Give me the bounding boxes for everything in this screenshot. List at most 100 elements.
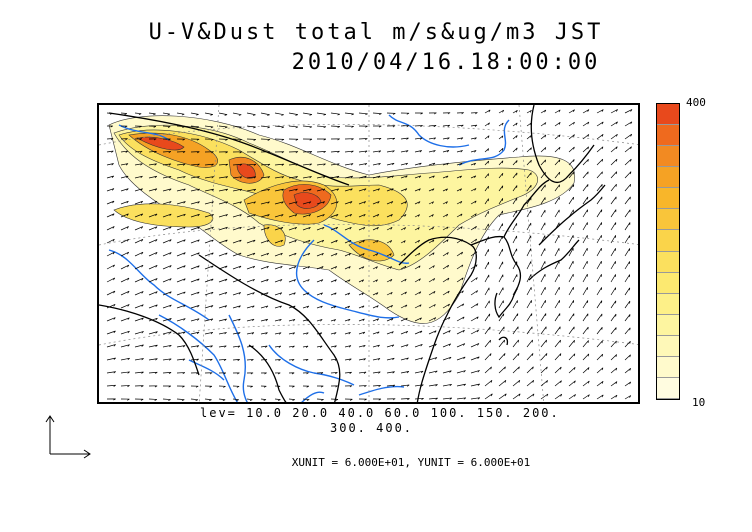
wind-arrow xyxy=(162,125,171,128)
wind-arrow xyxy=(162,291,172,296)
wind-arrow xyxy=(246,385,253,388)
wind-arrow xyxy=(330,292,337,296)
wind-arrow xyxy=(246,239,256,244)
wind-arrow xyxy=(442,277,450,283)
wind-arrow xyxy=(148,213,158,218)
wind-arrow xyxy=(148,331,158,335)
wind-arrow xyxy=(526,274,532,283)
wind-arrow xyxy=(540,300,546,309)
wind-arrow xyxy=(414,317,422,322)
wind-arrow xyxy=(218,332,227,335)
wind-arrow xyxy=(134,175,143,179)
wind-arrow xyxy=(470,316,479,322)
wind-arrow xyxy=(316,175,326,179)
wind-arrow xyxy=(106,251,115,257)
wind-arrow xyxy=(526,287,532,296)
wind-vector-field xyxy=(106,109,633,402)
wind-arrow xyxy=(288,188,298,192)
colorbar-segment xyxy=(657,335,679,357)
wind-arrow xyxy=(190,239,200,244)
wind-arrow xyxy=(330,201,339,205)
wind-arrow xyxy=(190,345,200,348)
wind-arrow xyxy=(330,398,339,401)
colorbar-segment xyxy=(657,104,679,126)
wind-arrow xyxy=(526,393,535,400)
wind-arrow xyxy=(372,125,382,128)
wind-arrow xyxy=(190,252,200,257)
wind-arrow xyxy=(246,138,257,141)
wind-arrow xyxy=(400,227,406,231)
wind-arrow xyxy=(260,112,270,116)
wind-arrow xyxy=(358,239,365,244)
wind-arrow xyxy=(302,332,309,335)
wind-arrow xyxy=(386,291,393,296)
wind-arrow xyxy=(176,188,186,192)
wind-arrow xyxy=(610,235,617,244)
wind-arrow xyxy=(134,331,144,335)
wind-arrow xyxy=(456,356,466,361)
wind-arrow xyxy=(372,240,379,244)
wind-arrow xyxy=(148,188,158,192)
wind-arrow xyxy=(470,343,480,348)
wind-arrow xyxy=(176,239,186,244)
wind-arrow xyxy=(484,274,490,283)
wind-arrow xyxy=(330,163,340,166)
wind-arrow xyxy=(596,158,604,166)
wind-arrow xyxy=(274,292,283,296)
wind-arrow xyxy=(372,358,381,361)
wind-arrow xyxy=(232,292,241,296)
wind-arrow xyxy=(358,214,366,218)
wind-arrow xyxy=(568,196,574,205)
wind-arrow xyxy=(400,214,407,218)
wind-arrow xyxy=(526,184,532,192)
wind-arrow xyxy=(372,344,380,348)
wind-arrow xyxy=(120,264,130,270)
wind-arrow xyxy=(414,397,424,400)
wind-arrow xyxy=(344,163,354,166)
wind-arrow xyxy=(498,160,504,166)
wind-arrow xyxy=(120,357,130,361)
wind-arrow xyxy=(512,300,518,309)
wind-arrow xyxy=(624,121,633,127)
wind-arrow xyxy=(134,226,144,231)
wind-arrow xyxy=(246,278,255,283)
wind-arrow xyxy=(582,326,589,335)
wind-arrow xyxy=(148,344,158,348)
wind-arrow xyxy=(582,121,590,127)
wind-arrow xyxy=(414,384,424,387)
wind-arrow xyxy=(106,277,116,283)
wind-arrow xyxy=(442,188,448,192)
wind-arrow xyxy=(596,209,603,218)
wind-arrow xyxy=(400,201,407,205)
contour-levels-line1: lev= 10.0 20.0 40.0 60.0 100. 150. 200. xyxy=(200,406,560,420)
wind-arrow xyxy=(512,197,518,205)
wind-arrow xyxy=(316,279,324,283)
wind-arrow xyxy=(246,201,256,205)
wind-arrow xyxy=(358,318,365,322)
wind-arrow xyxy=(456,226,463,231)
wind-arrow xyxy=(148,201,158,205)
wind-arrow xyxy=(540,235,546,244)
wind-arrow xyxy=(540,313,547,322)
wind-arrow xyxy=(540,134,547,140)
wind-arrow xyxy=(302,138,313,141)
wind-arrow xyxy=(232,125,242,129)
wind-arrow xyxy=(358,226,366,231)
wind-arrow xyxy=(554,326,561,335)
wind-arrow xyxy=(512,326,519,335)
wind-arrow xyxy=(106,303,116,309)
wind-arrow xyxy=(498,353,506,361)
wind-arrow xyxy=(498,339,505,348)
wind-arrow xyxy=(512,274,518,283)
wind-arrow xyxy=(512,122,518,127)
wind-arrow xyxy=(204,163,214,166)
wind-arrow xyxy=(568,209,574,218)
wind-arrow xyxy=(134,304,144,309)
wind-arrow xyxy=(316,345,323,348)
wind-arrow xyxy=(456,383,466,387)
wind-arrow xyxy=(414,252,421,257)
wind-arrow xyxy=(484,300,490,309)
wind-arrow xyxy=(204,125,214,129)
wind-arrow xyxy=(218,305,228,309)
wind-arrow xyxy=(386,137,396,140)
